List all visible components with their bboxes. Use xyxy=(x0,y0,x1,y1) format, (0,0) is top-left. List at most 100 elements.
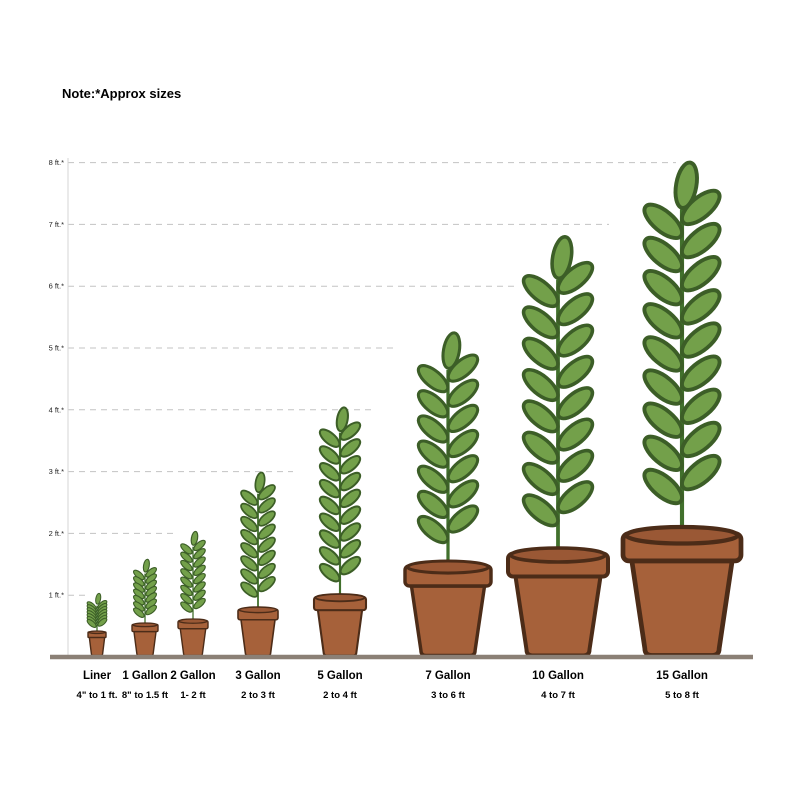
leaf xyxy=(257,523,276,540)
leaf xyxy=(97,617,108,627)
leaf xyxy=(240,515,259,533)
leaf xyxy=(680,188,722,227)
pot-opening-liner xyxy=(88,630,106,635)
plant-name-label-liner: Liner xyxy=(83,670,112,682)
plant-range-label-2-gallon: 1- 2 ft xyxy=(180,690,206,701)
pot-opening-15-gallon xyxy=(624,524,740,546)
leaf xyxy=(642,302,684,340)
leaf xyxy=(180,551,193,563)
leaf xyxy=(416,489,450,520)
y-tick-label-5ft: 5 ft.* xyxy=(49,344,65,353)
leaf xyxy=(318,428,341,448)
leaf xyxy=(318,445,341,465)
leaf xyxy=(257,536,276,553)
plant-name-label-2-gallon: 2 Gallon xyxy=(170,670,215,682)
leaf xyxy=(556,354,595,389)
leaf xyxy=(521,430,560,465)
leaf xyxy=(257,549,276,566)
pot-body-15-gallon xyxy=(629,558,735,658)
plant-range-label-10-gallon: 4 to 7 ft xyxy=(541,690,576,701)
leaf xyxy=(642,434,684,473)
plant-5-gallon xyxy=(312,406,368,657)
leaf xyxy=(193,589,206,601)
leaf xyxy=(86,618,97,628)
pot-opening-10-gallon xyxy=(508,546,607,564)
leaf xyxy=(680,221,722,260)
leaf xyxy=(556,480,595,515)
y-tick-label-1ft: 1 ft.* xyxy=(49,591,65,600)
plant-7-gallon xyxy=(403,331,493,658)
leaf xyxy=(521,461,560,497)
leaf xyxy=(339,555,362,576)
leaf xyxy=(339,539,362,559)
plant-range-label-7-gallon: 3 to 6 ft xyxy=(431,690,466,701)
plant-3-gallon xyxy=(237,471,279,657)
leaf xyxy=(446,403,480,433)
pot-opening-7-gallon xyxy=(405,559,491,575)
pot-opening-5-gallon xyxy=(314,593,366,603)
leaf xyxy=(339,505,362,525)
pot-body-5-gallon xyxy=(316,609,364,657)
pot-body-2-gallon xyxy=(179,627,207,657)
leaf xyxy=(556,417,595,452)
leaf xyxy=(416,389,450,419)
pot-body-3-gallon xyxy=(240,618,276,657)
leaf xyxy=(193,548,206,560)
plant-range-label-5-gallon: 2 to 4 ft xyxy=(323,690,358,701)
leaf xyxy=(318,512,341,532)
leaf xyxy=(180,576,193,588)
leaf xyxy=(240,542,259,559)
leaf xyxy=(642,368,684,406)
leaf xyxy=(257,497,276,514)
plant-name-label-15-gallon: 15 Gallon xyxy=(656,670,708,682)
leaf xyxy=(193,564,206,577)
y-tick-label-6ft: 6 ft.* xyxy=(49,282,65,291)
leaf xyxy=(521,274,560,309)
plant-range-label-15-gallon: 5 to 8 ft xyxy=(665,690,700,701)
leaf xyxy=(416,364,450,394)
leaf xyxy=(339,471,362,492)
leaf xyxy=(339,421,362,441)
plant-1-gallon xyxy=(131,558,159,657)
leaf xyxy=(642,235,684,274)
leaf xyxy=(673,160,699,210)
leaf xyxy=(680,387,722,425)
y-tick-label-4ft: 4 ft.* xyxy=(49,405,65,414)
leaf xyxy=(446,454,480,484)
leaf xyxy=(142,558,150,573)
leaf xyxy=(257,562,276,580)
leaf xyxy=(318,478,341,499)
y-tick-label-2ft: 2 ft.* xyxy=(49,529,65,538)
leaf xyxy=(254,471,266,494)
leaf xyxy=(190,530,199,546)
leaf xyxy=(335,406,349,433)
leaf xyxy=(680,321,722,359)
approx-sizes-note: Note:*Approx sizes xyxy=(62,86,182,101)
leaf xyxy=(180,559,193,572)
leaf xyxy=(95,592,102,605)
leaf xyxy=(446,378,480,408)
leaf xyxy=(642,335,684,373)
pot-opening-1-gallon xyxy=(132,622,158,628)
pot-body-liner xyxy=(88,636,106,657)
leaf xyxy=(521,493,560,528)
leaf xyxy=(521,399,560,434)
leaf xyxy=(193,581,206,593)
leaf xyxy=(318,495,341,516)
leaf xyxy=(416,439,450,469)
leaf xyxy=(680,453,722,492)
pot-body-7-gallon xyxy=(409,584,487,658)
y-tick-label-7ft: 7 ft.* xyxy=(49,220,65,229)
leaf xyxy=(180,584,193,597)
leaf xyxy=(240,529,259,546)
plant-range-label-liner: 4" to 1 ft. xyxy=(77,690,118,701)
leaf xyxy=(133,607,145,618)
leaf xyxy=(521,336,560,371)
leaf xyxy=(240,489,259,506)
plant-range-label-1-gallon: 8" to 1.5 ft xyxy=(122,690,169,701)
leaf xyxy=(318,562,341,583)
leaf xyxy=(339,522,362,542)
leaf xyxy=(521,367,560,403)
